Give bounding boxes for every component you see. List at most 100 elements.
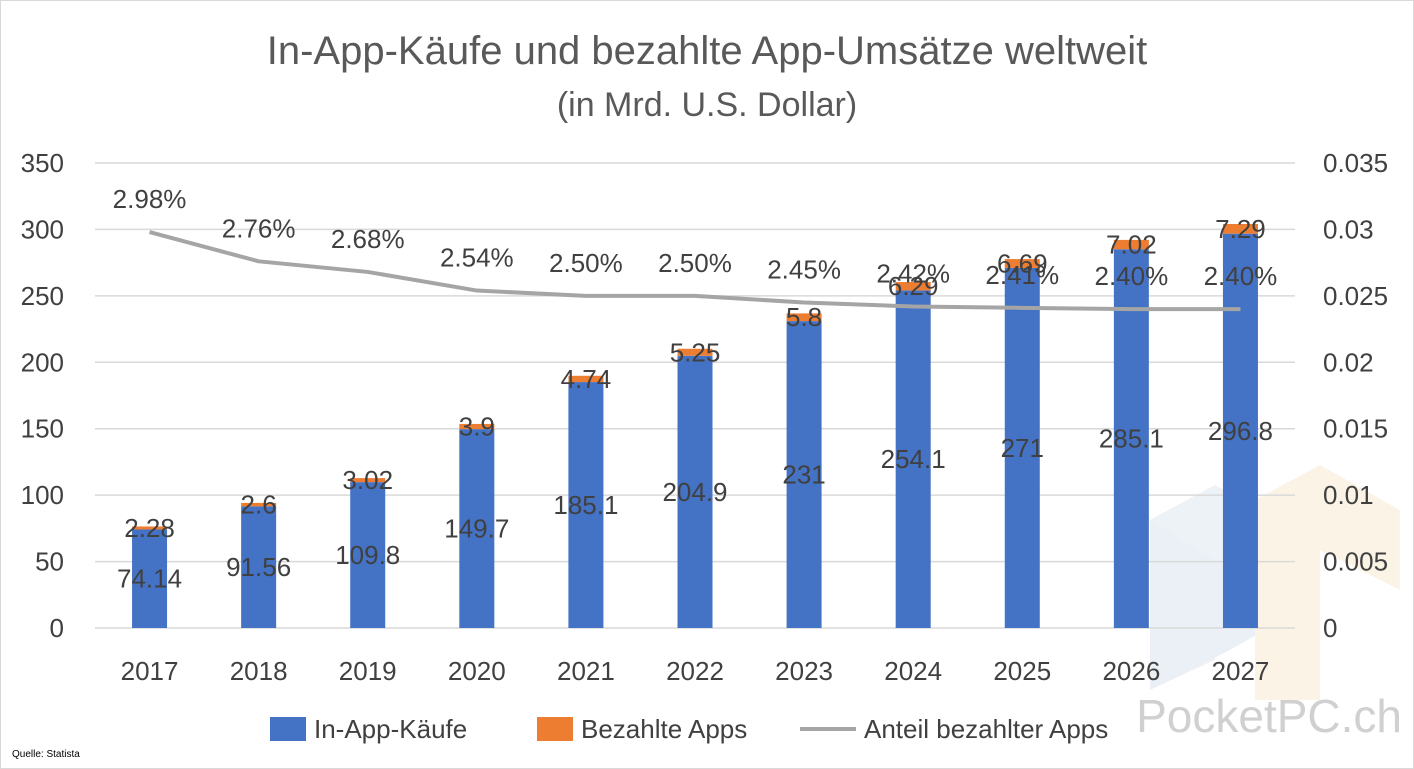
label-in-app-2021: 185.1 bbox=[553, 490, 618, 520]
bars bbox=[132, 223, 1258, 628]
bar-paid-2019 bbox=[350, 478, 386, 483]
label-share-2022: 2.50% bbox=[658, 248, 732, 278]
label-paid-2021: 4.74 bbox=[561, 364, 612, 394]
x-tick-label: 2027 bbox=[1212, 656, 1270, 686]
bar-in-app-2019 bbox=[350, 482, 386, 628]
label-in-app-2017: 74.14 bbox=[117, 564, 182, 594]
right-axis-ticks: 0 0.005 0.01 0.015 0.02 0.025 0.03 0.035 bbox=[1323, 148, 1388, 643]
source-note: Quelle: Statista bbox=[12, 749, 80, 760]
x-tick-label: 2022 bbox=[666, 656, 724, 686]
bar-in-app-2026 bbox=[1113, 249, 1149, 628]
label-in-app-2020: 149.7 bbox=[444, 514, 509, 544]
bar-paid-2020 bbox=[459, 423, 495, 430]
left-tick-label: 300 bbox=[21, 214, 64, 244]
legend-swatch-paid bbox=[537, 717, 573, 741]
label-share-2017: 2.98% bbox=[113, 184, 187, 214]
right-tick-label: 0.035 bbox=[1323, 148, 1388, 178]
bar-in-app-2017 bbox=[132, 529, 168, 628]
x-tick-label: 2024 bbox=[884, 656, 942, 686]
bar-paid-2025 bbox=[1004, 259, 1040, 268]
chart-subtitle: (in Mrd. U.S. Dollar) bbox=[557, 86, 857, 124]
label-in-app-2024: 254.1 bbox=[881, 444, 946, 474]
label-paid-2023: 5.8 bbox=[786, 302, 822, 332]
label-paid-2020: 3.9 bbox=[459, 412, 495, 442]
label-paid-2026: 7.02 bbox=[1106, 230, 1157, 260]
label-share-2024: 2.42% bbox=[876, 258, 950, 288]
x-tick-label: 2019 bbox=[339, 656, 397, 686]
label-share-2025: 2.41% bbox=[985, 260, 1059, 290]
bar-paid-2017 bbox=[132, 526, 168, 530]
label-share-2019: 2.68% bbox=[331, 224, 405, 254]
x-tick-label: 2021 bbox=[557, 656, 615, 686]
right-tick-label: 0 bbox=[1323, 613, 1337, 643]
bar-paid-2021 bbox=[568, 375, 604, 383]
label-paid-2022: 5.25 bbox=[670, 337, 721, 367]
bar-paid-2018 bbox=[241, 502, 277, 507]
chart-title: In-App-Käufe und bezahlte App-Umsätze we… bbox=[267, 29, 1148, 73]
bar-paid-2024 bbox=[895, 282, 931, 291]
label-in-app-2025: 271 bbox=[1001, 433, 1044, 463]
bar-in-app-2027 bbox=[1222, 233, 1258, 628]
label-in-app-2026: 285.1 bbox=[1099, 424, 1164, 454]
left-tick-label: 150 bbox=[21, 414, 64, 444]
label-share-2021: 2.50% bbox=[549, 248, 623, 278]
bar-in-app-2024 bbox=[895, 290, 931, 628]
legend-label-in-app: In-App-Käufe bbox=[314, 714, 467, 744]
label-paid-2019: 3.02 bbox=[342, 465, 393, 495]
right-tick-label: 0.015 bbox=[1323, 414, 1388, 444]
left-tick-label: 50 bbox=[35, 547, 64, 577]
bar-in-app-2020 bbox=[459, 429, 495, 628]
right-tick-label: 0.025 bbox=[1323, 281, 1388, 311]
x-tick-label: 2020 bbox=[448, 656, 506, 686]
label-share-2023: 2.45% bbox=[767, 255, 841, 285]
x-tick-label: 2025 bbox=[993, 656, 1051, 686]
left-tick-label: 200 bbox=[21, 347, 64, 377]
x-tick-label: 2026 bbox=[1102, 656, 1160, 686]
right-tick-label: 0.03 bbox=[1323, 214, 1374, 244]
label-in-app-2018: 91.56 bbox=[226, 552, 291, 582]
label-in-app-2027: 296.8 bbox=[1208, 416, 1273, 446]
label-in-app-2019: 109.8 bbox=[335, 540, 400, 570]
label-share-2020: 2.54% bbox=[440, 243, 514, 273]
left-tick-label: 0 bbox=[50, 613, 64, 643]
right-tick-label: 0.02 bbox=[1323, 347, 1374, 377]
watermark-text: PocketPC.ch bbox=[1136, 690, 1402, 742]
left-tick-label: 350 bbox=[21, 148, 64, 178]
x-tick-label: 2023 bbox=[775, 656, 833, 686]
share-line bbox=[149, 230, 1241, 312]
legend-swatch-in-app bbox=[270, 717, 306, 741]
bar-paid-2026 bbox=[1113, 239, 1149, 250]
label-paid-2025: 6.69 bbox=[997, 249, 1048, 279]
right-tick-label: 0.01 bbox=[1323, 480, 1374, 510]
label-paid-2017: 2.28 bbox=[124, 513, 175, 543]
left-tick-label: 100 bbox=[21, 480, 64, 510]
label-in-app-2023: 231 bbox=[782, 460, 825, 490]
legend-label-paid: Bezahlte Apps bbox=[581, 714, 747, 744]
label-share-2018: 2.76% bbox=[222, 213, 296, 243]
legend: In-App-Käufe Bezahlte Apps Anteil bezahl… bbox=[270, 714, 1108, 744]
line-share bbox=[149, 230, 1241, 312]
label-in-app-2022: 204.9 bbox=[662, 477, 727, 507]
legend-label-share: Anteil bezahlter Apps bbox=[864, 714, 1108, 744]
bar-paid-2023 bbox=[786, 313, 822, 322]
label-share-2026: 2.40% bbox=[1094, 261, 1168, 291]
bar-paid-2022 bbox=[677, 348, 713, 356]
bar-in-app-2021 bbox=[568, 382, 604, 628]
bar-in-app-2022 bbox=[677, 355, 713, 628]
label-share-2027: 2.40% bbox=[1204, 261, 1278, 291]
bar-in-app-2025 bbox=[1004, 267, 1040, 628]
data-labels: 74.14 2.28 2.98% 91.56 2.6 2.76% 109.8 3.02 2.68… bbox=[113, 184, 1278, 594]
label-paid-2027: 7.29 bbox=[1215, 214, 1266, 244]
left-axis-ticks: 0 50 100 150 200 250 300 350 bbox=[21, 148, 64, 643]
bar-paid-2027 bbox=[1222, 223, 1258, 234]
label-paid-2024: 6.29 bbox=[888, 271, 939, 301]
right-tick-label: 0.005 bbox=[1323, 547, 1388, 577]
label-paid-2018: 2.6 bbox=[241, 490, 277, 520]
bar-in-app-2023 bbox=[786, 321, 822, 628]
left-tick-label: 250 bbox=[21, 281, 64, 311]
x-tick-label: 2018 bbox=[230, 656, 288, 686]
x-axis-ticks: 2017 2018 2019 2020 2021 2022 2023 2024 2025 2026… bbox=[121, 656, 1270, 686]
bar-in-app-2018 bbox=[241, 506, 277, 628]
x-tick-label: 2017 bbox=[121, 656, 179, 686]
